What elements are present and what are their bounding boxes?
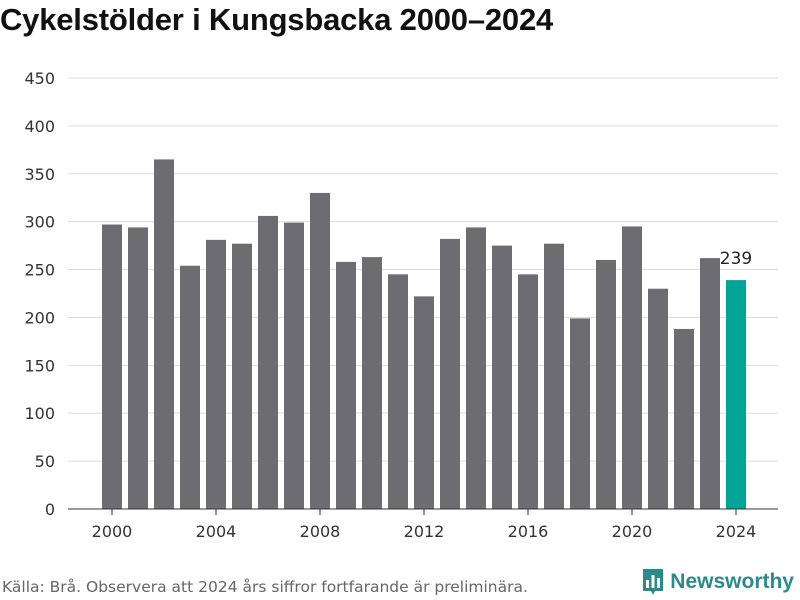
bar-2011 [388,274,408,509]
bar-2012 [414,296,434,509]
x-tick-label: 2004 [196,522,237,541]
x-tick-label: 2016 [508,522,549,541]
y-tick-label: 400 [24,117,55,136]
brand[interactable]: Newsworthy [641,567,794,597]
bar-2003 [180,265,200,509]
bar-2009 [336,261,356,509]
source-note: Källa: Brå. Observera att 2024 års siffr… [2,578,528,596]
bar-2024 [726,280,746,509]
bar-2002 [154,159,174,509]
bar-2004 [206,239,226,509]
bar-2022 [674,328,694,509]
y-tick-label: 250 [24,261,55,280]
y-tick-label: 100 [24,404,55,423]
y-axis-ticks: 0 50 100 150 200 250 300 350 400 450 [24,69,55,519]
x-tick-label: 2020 [612,522,653,541]
newsworthy-logo-icon [643,569,664,595]
y-tick-label: 50 [35,452,55,471]
bar-2020 [622,226,642,509]
bar-2017 [544,243,564,509]
x-tick-label: 2008 [300,522,341,541]
bar-2015 [492,245,512,509]
bars [102,159,746,510]
bar-2000 [102,224,122,510]
y-tick-label: 450 [24,69,55,88]
bar-2001 [128,227,148,509]
x-tick-label: 2000 [92,522,133,541]
y-tick-label: 0 [45,500,55,519]
bar-2016 [518,274,538,509]
bar-2006 [258,215,278,510]
brand-name: Newsworthy [670,570,794,593]
bar-2023 [700,258,720,509]
bar-2005 [232,243,252,509]
bar-2018 [570,318,590,509]
y-tick-label: 200 [24,308,55,327]
x-tick-label: 2024 [716,522,757,541]
bar-2019 [596,259,616,509]
bar-2008 [310,192,330,509]
x-tick-label: 2012 [404,522,445,541]
y-tick-label: 350 [24,165,55,184]
bar-2021 [648,288,668,509]
bar-2013 [440,238,460,509]
y-tick-label: 150 [24,356,55,375]
y-tick-label: 300 [24,213,55,232]
data-labels: 239 [720,249,752,269]
bar-2014 [466,227,486,509]
bar-2010 [362,257,382,509]
data-label-2024: 239 [720,249,752,269]
chart-title: Cykelstölder i Kungsbacka 2000–2024 [0,2,554,37]
bar-2007 [284,222,304,509]
x-axis-ticks: 2000 2004 2008 2012 2016 2020 2024 [92,509,757,541]
